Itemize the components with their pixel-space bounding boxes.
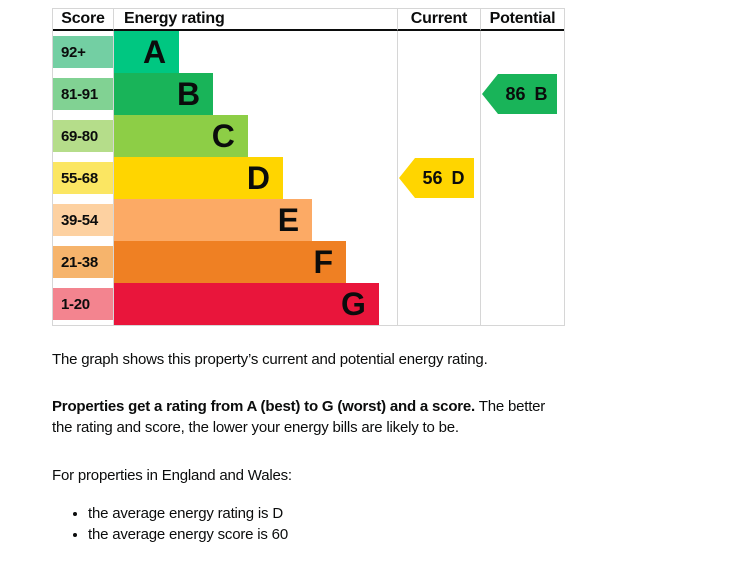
- graph-description: The graph shows this property’s current …: [52, 351, 488, 368]
- region-intro: For properties in England and Wales:: [52, 467, 292, 484]
- score-cell-f: 21-38: [53, 241, 113, 283]
- score-range-c: 69-80: [53, 120, 113, 152]
- average-score-item: the average energy score is 60: [88, 524, 672, 545]
- score-range-label: 55-68: [61, 169, 98, 187]
- current-marker: 56 D: [399, 158, 474, 198]
- band-bar-e: E: [114, 199, 313, 241]
- band-bar-c: C: [114, 115, 248, 157]
- band-bar-d: D: [114, 157, 283, 199]
- average-rating-item: the average energy rating is D: [88, 503, 672, 524]
- band-bar-a: A: [114, 31, 180, 73]
- score-range-b: 81-91: [53, 78, 113, 110]
- epc-description: The graph shows this property’s current …: [52, 349, 672, 545]
- current-column-header: Current: [397, 9, 480, 31]
- band-row-a: A: [113, 31, 397, 73]
- rating-explanation: Properties get a rating from A (best) to…: [52, 396, 672, 438]
- band-row-e: E: [113, 199, 397, 241]
- score-cell-d: 55-68: [53, 157, 113, 199]
- score-range-a: 92+: [53, 36, 113, 68]
- score-column-header: Score: [53, 9, 113, 31]
- band-letter-d: D: [246, 160, 270, 196]
- score-range-label: 39-54: [61, 211, 98, 229]
- current-column: 56 D: [397, 31, 480, 325]
- band-letter-g: G: [340, 286, 366, 322]
- score-range-label: 69-80: [61, 127, 98, 145]
- rating-explanation-rest-line2: the rating and score, the lower your ene…: [52, 419, 459, 436]
- score-range-label: 1-20: [61, 295, 90, 313]
- epc-rating-chart: Score Energy rating Current Potential 92…: [52, 8, 565, 326]
- band-bar-g: G: [114, 283, 379, 325]
- band-row-f: F: [113, 241, 397, 283]
- score-range-d: 55-68: [53, 162, 113, 194]
- potential-marker: 86 B: [482, 74, 557, 114]
- averages-list: the average energy rating is D the avera…: [52, 503, 672, 545]
- potential-column: 86 B: [480, 31, 564, 325]
- current-rating-letter: D: [451, 167, 465, 188]
- potential-column-header: Potential: [480, 9, 564, 31]
- band-letter-e: E: [277, 202, 300, 238]
- score-range-label: 81-91: [61, 85, 98, 103]
- score-cell-a: 92+: [53, 31, 113, 73]
- band-row-g: G: [113, 283, 397, 325]
- band-row-d: D: [113, 157, 397, 199]
- score-range-label: 21-38: [61, 253, 98, 271]
- score-range-e: 39-54: [53, 204, 113, 236]
- score-range-f: 21-38: [53, 246, 113, 278]
- band-bar-b: B: [114, 73, 214, 115]
- score-cell-c: 69-80: [53, 115, 113, 157]
- band-row-c: C: [113, 115, 397, 157]
- score-range-g: 1-20: [53, 288, 113, 320]
- band-bar-f: F: [114, 241, 347, 283]
- band-letter-f: F: [313, 244, 334, 280]
- score-cell-b: 81-91: [53, 73, 113, 115]
- epc-grid: Score Energy rating Current Potential 92…: [53, 9, 564, 325]
- potential-rating-letter: B: [534, 83, 548, 104]
- band-row-b: B: [113, 73, 397, 115]
- score-range-label: 92+: [61, 43, 86, 61]
- rating-explanation-rest-line1: The better: [478, 398, 546, 415]
- rating-explanation-bold: Properties get a rating from A (best) to…: [52, 398, 476, 415]
- score-cell-g: 1-20: [53, 283, 113, 325]
- band-letter-b: B: [176, 76, 201, 112]
- current-score-value: 56: [422, 167, 443, 188]
- band-letter-a: A: [142, 34, 167, 70]
- band-letter-c: C: [211, 118, 235, 154]
- potential-score-value: 86: [505, 83, 526, 104]
- score-cell-e: 39-54: [53, 199, 113, 241]
- energy-rating-column-header: Energy rating: [113, 9, 397, 31]
